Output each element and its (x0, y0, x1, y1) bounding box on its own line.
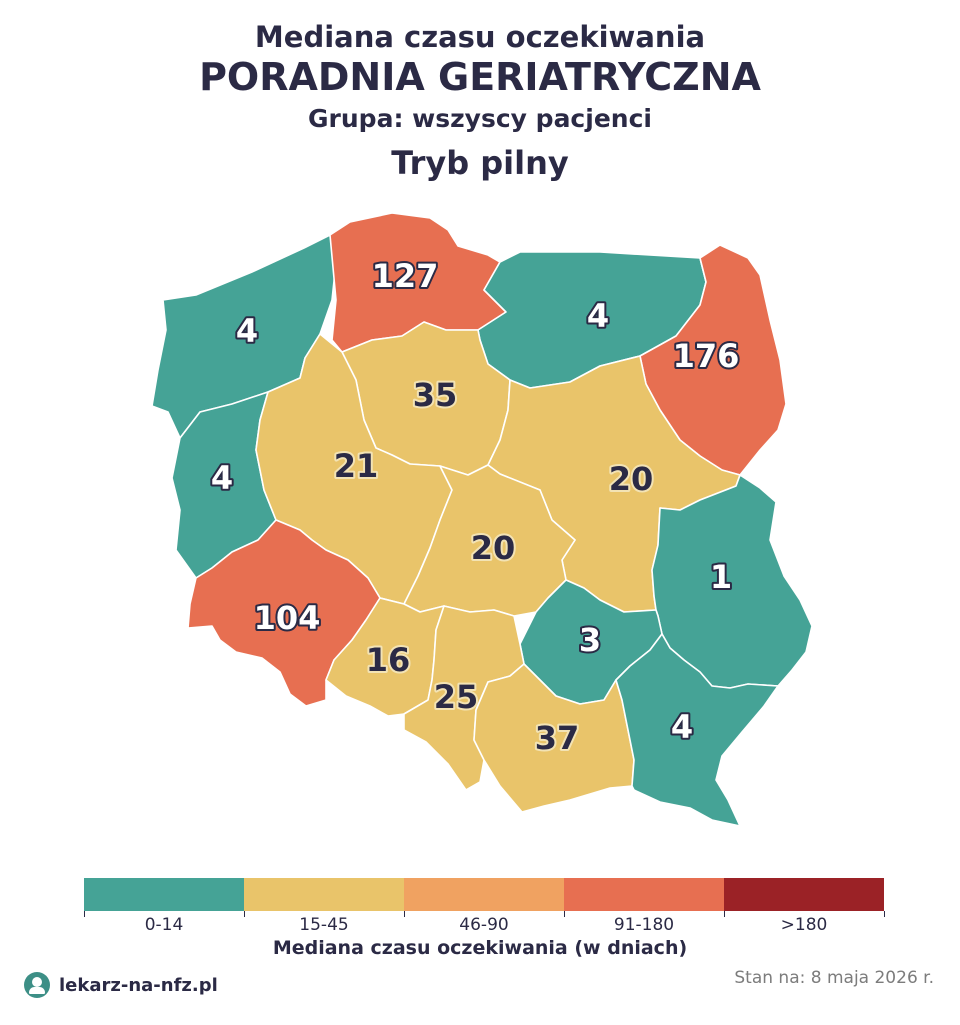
legend-swatch-0 (84, 878, 244, 911)
legend-label-1: 15-45 (299, 915, 349, 935)
region-value-warminsko-mazurskie: 4 (587, 297, 609, 335)
legend-swatch-2 (404, 878, 564, 911)
legend-label-4: >180 (780, 915, 828, 935)
legend-labels: 0-14 15-45 46-90 91-180 >180 (84, 913, 884, 935)
region-value-dolnoslaskie: 104 (254, 599, 321, 637)
region-value-lubelskie: 1 (710, 558, 732, 596)
region-value-lodzkie: 20 (471, 529, 516, 567)
legend-title: Mediana czasu oczekiwania (w dniach) (272, 937, 688, 959)
mode-title: Tryb pilny (391, 144, 569, 182)
region-slaskie (403, 605, 525, 791)
region-value-zachodniopomorskie: 4 (236, 312, 258, 350)
region-value-mazowieckie: 20 (609, 460, 654, 498)
region-value-slaskie: 25 (434, 678, 479, 716)
region-value-lubuskie: 4 (211, 459, 233, 497)
brand[interactable]: lekarz-na-nfz.pl (24, 972, 218, 998)
region-value-malopolskie: 37 (535, 719, 580, 757)
brand-name: lekarz-na-nfz.pl (59, 974, 218, 996)
region-value-podlaskie: 176 (673, 337, 740, 375)
region-podkarpackie (615, 633, 779, 827)
legend-tick (724, 911, 725, 917)
patient-group: Grupa: wszyscy pacjenci (308, 104, 652, 133)
title-line-1: Mediana czasu oczekiwania (254, 20, 706, 54)
legend-swatch-1 (244, 878, 404, 911)
region-value-wielkopolskie: 21 (334, 447, 379, 485)
poland-map: 4 127 4 176 35 4 21 20 20 1 104 3 16 25 37 4 (151, 212, 813, 827)
clinic-title: PORADNIA GERIATRYCZNA (199, 55, 761, 99)
color-legend (84, 878, 884, 911)
legend-label-3: 91-180 (613, 915, 675, 935)
data-date: Stan na: 8 maja 2026 r. (734, 968, 934, 988)
legend-swatch-3 (564, 878, 724, 911)
legend-tick (884, 911, 885, 917)
region-value-podkarpackie: 4 (671, 708, 693, 746)
doctor-avatar-icon (24, 972, 50, 998)
legend-tick (244, 911, 245, 917)
region-value-kujawsko-pomorskie: 35 (413, 376, 458, 414)
region-value-swietokrzyskie: 3 (579, 621, 601, 659)
region-malopolskie (473, 663, 635, 813)
legend-swatch-4 (724, 878, 884, 911)
region-value-pomorskie: 127 (372, 257, 439, 295)
legend-label-2: 46-90 (459, 915, 509, 935)
region-lodzkie (403, 464, 576, 617)
region-value-opolskie: 16 (366, 641, 411, 679)
legend-tick (564, 911, 565, 917)
legend-label-0: 0-14 (144, 915, 184, 935)
legend-tick (404, 911, 405, 917)
legend-tick (84, 911, 85, 917)
